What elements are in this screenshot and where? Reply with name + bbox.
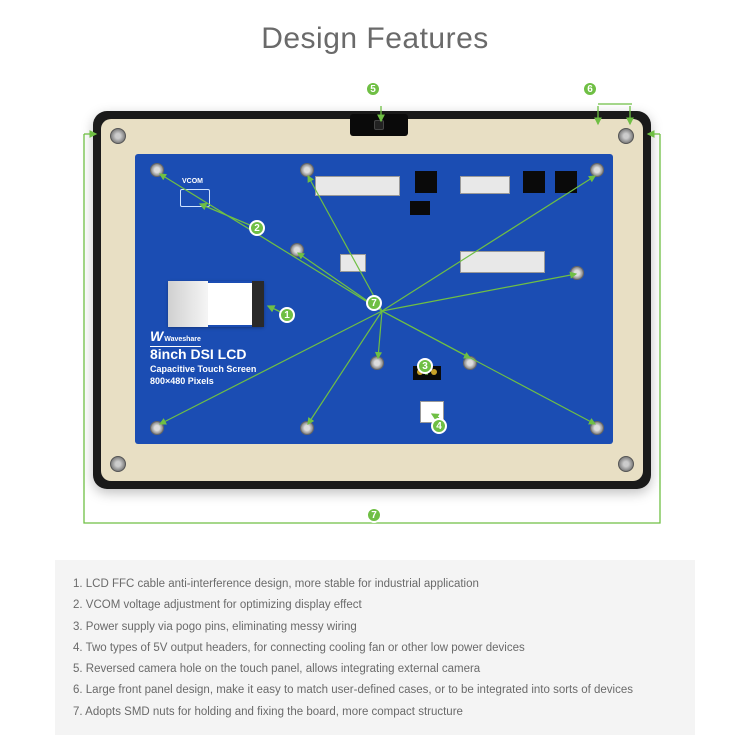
chip-icon [555, 171, 577, 193]
pcb-model: 8inch DSI LCD [150, 346, 246, 362]
callout-7-bottom: 7 [366, 507, 382, 523]
screw-icon [618, 456, 634, 472]
diagram: WWaveshare 8inch DSI LCD Capacitive Touc… [0, 56, 750, 606]
callout-1: 1 [279, 307, 295, 323]
brand-logo: WWaveshare [150, 328, 201, 347]
feature-item: 6. Large front panel design, make it eas… [73, 680, 677, 701]
feature-item: 3. Power supply via pogo pins, eliminati… [73, 617, 677, 638]
pcb-subtitle2: 800×480 Pixels [150, 376, 214, 386]
ffc-latch [252, 281, 264, 327]
feature-item: 5. Reversed camera hole on the touch pan… [73, 659, 677, 680]
camera-lens-icon [374, 120, 384, 130]
feature-item: 1. LCD FFC cable anti-interference desig… [73, 574, 677, 595]
smd-nut-icon [150, 421, 164, 435]
screw-icon [110, 128, 126, 144]
callout-2: 2 [249, 220, 265, 236]
callout-6: 6 [582, 81, 598, 97]
feature-item: 7. Adopts SMD nuts for holding and fixin… [73, 702, 677, 723]
smd-nut-icon [300, 421, 314, 435]
callout-4: 4 [431, 418, 447, 434]
pcb-subtitle1: Capacitive Touch Screen [150, 364, 256, 374]
vcom-pad [180, 189, 210, 207]
smd-nut-icon [150, 163, 164, 177]
feature-item: 4. Two types of 5V output headers, for c… [73, 638, 677, 659]
chip-icon [410, 201, 430, 215]
connector [460, 251, 545, 273]
smd-nut-icon [590, 421, 604, 435]
features-list: 1. LCD FFC cable anti-interference desig… [55, 560, 695, 735]
smd-nut-icon [290, 243, 304, 257]
brand-name: Waveshare [164, 336, 201, 343]
callout-3: 3 [417, 358, 433, 374]
smd-nut-icon [300, 163, 314, 177]
connector [340, 254, 366, 272]
smd-nut-icon [370, 356, 384, 370]
ffc-cable-icon [168, 281, 208, 327]
connector [315, 176, 400, 196]
feature-item: 2. VCOM voltage adjustment for optimizin… [73, 595, 677, 616]
connector [460, 176, 510, 194]
page-title: Design Features [0, 0, 750, 56]
callout-7-center: 7 [366, 295, 382, 311]
callout-5: 5 [365, 81, 381, 97]
smd-nut-icon [590, 163, 604, 177]
vcom-label: VCOM [182, 178, 203, 185]
smd-nut-icon [570, 266, 584, 280]
screw-icon [618, 128, 634, 144]
screw-icon [110, 456, 126, 472]
chip-icon [523, 171, 545, 193]
smd-nut-icon [463, 356, 477, 370]
logo-letter: W [150, 328, 163, 344]
chip-icon [415, 171, 437, 193]
